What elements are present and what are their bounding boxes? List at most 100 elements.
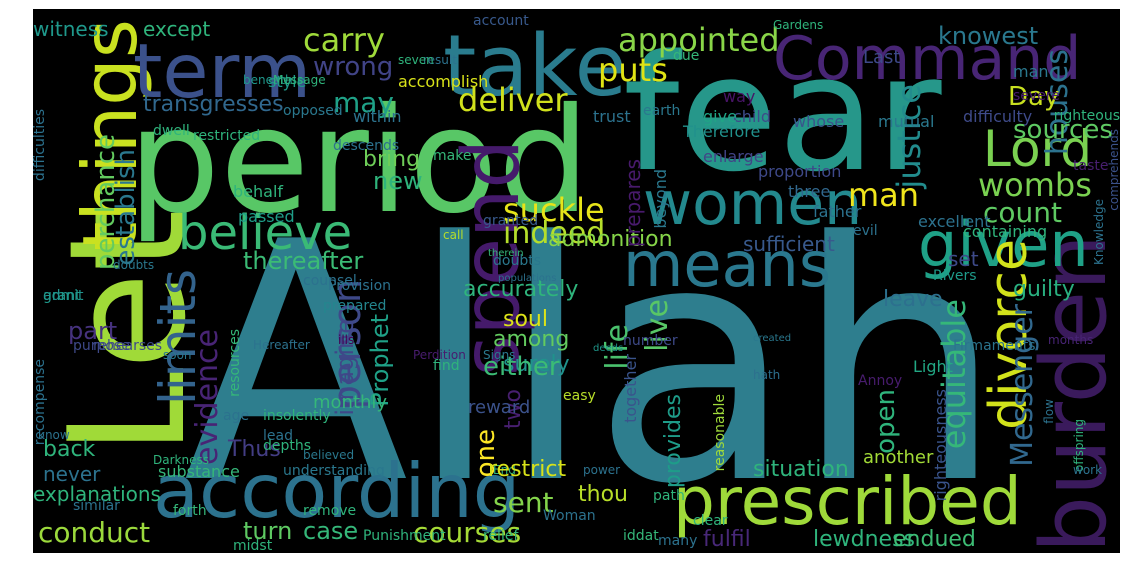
cloud-word: Woman (543, 508, 596, 524)
cloud-word: find (433, 358, 460, 374)
cloud-word: dwell (153, 123, 190, 139)
cloud-word: prescribed (673, 463, 1022, 540)
cloud-word: grant (43, 288, 81, 304)
cloud-word: women (643, 169, 863, 239)
cloud-word: soon (163, 348, 192, 362)
cloud-word: indeed (503, 216, 606, 251)
cloud-word: soul (503, 307, 548, 332)
cloud-word: power (583, 463, 621, 477)
cloud-word: transgresses (143, 92, 284, 117)
cloud-word: Day (1008, 82, 1060, 112)
cloud-word: similar (73, 498, 120, 514)
cloud-word: open (871, 389, 901, 454)
cloud-word: Knowledge (1092, 199, 1106, 265)
cloud-word: child (733, 107, 771, 126)
cloud-word: knowest (938, 22, 1039, 50)
cloud-word: justice (890, 84, 928, 189)
cloud-word: seven (398, 53, 434, 67)
cloud-word: part (68, 317, 118, 345)
cloud-word: Perdition (413, 348, 466, 362)
cloud-word: Annoy (858, 373, 903, 389)
cloud-word: count (983, 196, 1062, 229)
cloud-word: End (493, 463, 516, 477)
cloud-word: depths (263, 438, 312, 454)
cloud-word: restrict (488, 457, 567, 482)
cloud-word: number (623, 333, 678, 349)
cloud-word: containing (963, 222, 1048, 241)
cloud-word: conduct (38, 516, 151, 549)
cloud-word: rehearses (93, 338, 163, 354)
cloud-word: style (268, 72, 307, 91)
cloud-word: Last (863, 47, 901, 68)
cloud-word: excellent (918, 212, 991, 231)
cloud-word: Command (773, 24, 1082, 94)
cloud-word: know (38, 428, 70, 442)
cloud-word: restricted (193, 128, 261, 144)
cloud-word: accurately (463, 277, 579, 302)
cloud-word: thou (578, 482, 628, 507)
cloud-word: Hereafter (253, 338, 310, 352)
cloud-word: age (223, 408, 250, 424)
cloud-word: Provision (328, 278, 392, 294)
cloud-word: back (43, 437, 96, 462)
cloud-word: case (303, 517, 359, 545)
cloud-word: Allah (183, 172, 1004, 553)
cloud-word: among (493, 327, 570, 352)
cloud-word: bring (363, 147, 421, 172)
cloud-word: according (153, 447, 521, 535)
cloud-word: turn (243, 517, 293, 545)
cloud-word: believed (303, 448, 355, 462)
cloud-word: given (918, 208, 1089, 281)
cloud-word: another (863, 447, 934, 468)
cloud-word: accomplish (398, 72, 489, 91)
cloud-word: together (621, 354, 640, 423)
cloud-word: difficulty (963, 107, 1033, 126)
cloud-word: call (443, 228, 464, 242)
cloud-word: proportion (758, 162, 842, 181)
cloud-word: endued (893, 527, 976, 552)
cloud-word: Gardens (773, 18, 824, 32)
cloud-word: work (1073, 463, 1103, 477)
cloud-word: deliver (458, 81, 568, 119)
cloud-word: behalf (233, 182, 284, 201)
cloud-word: many (658, 533, 698, 549)
cloud-word: sufficient (743, 232, 835, 256)
cloud-word: courses (413, 516, 522, 549)
cloud-word: purpose (73, 338, 130, 354)
cloud-word: Rivers (933, 268, 977, 284)
cloud-word: wombs (978, 166, 1092, 204)
cloud-word: means (623, 228, 832, 301)
cloud-word: Light (913, 357, 953, 376)
cloud-word: account (473, 13, 529, 29)
cloud-word: admonition (548, 227, 673, 252)
cloud-word: believe (178, 205, 353, 261)
cloud-word: therein (488, 248, 524, 259)
cloud-word: way (723, 87, 756, 106)
cloud-word: whose (793, 112, 845, 131)
cloud-word: forth (173, 503, 207, 519)
cloud-word: resources (227, 329, 243, 397)
cloud-word: admit (43, 288, 84, 304)
cloud-word: enlarge (703, 147, 764, 166)
cloud-word: within (353, 107, 402, 126)
cloud-word: leave (883, 287, 943, 312)
cloud-word: guilty (1013, 277, 1075, 302)
cloud-word: lead (263, 428, 293, 444)
cloud-word: appointed (618, 21, 780, 59)
cloud-word: explanations (33, 482, 161, 506)
cloud-word: may (333, 86, 395, 119)
cloud-word: righteous (1053, 108, 1120, 124)
cloud-word: easy (563, 388, 596, 404)
cloud-word: descends (333, 138, 400, 154)
cloud-word: give (703, 107, 737, 126)
cloud-word: taste (1073, 158, 1109, 174)
cloud-word: relief (483, 528, 519, 544)
cloud-word: witness (33, 17, 109, 41)
cloud-word: three (788, 182, 831, 201)
cloud-word: take (443, 17, 627, 116)
cloud-word: reward (468, 397, 531, 418)
cloud-word: beyond (651, 169, 670, 229)
cloud-word: passed (238, 207, 295, 226)
cloud-word: never (43, 462, 101, 486)
cloud-word: set (948, 247, 979, 271)
